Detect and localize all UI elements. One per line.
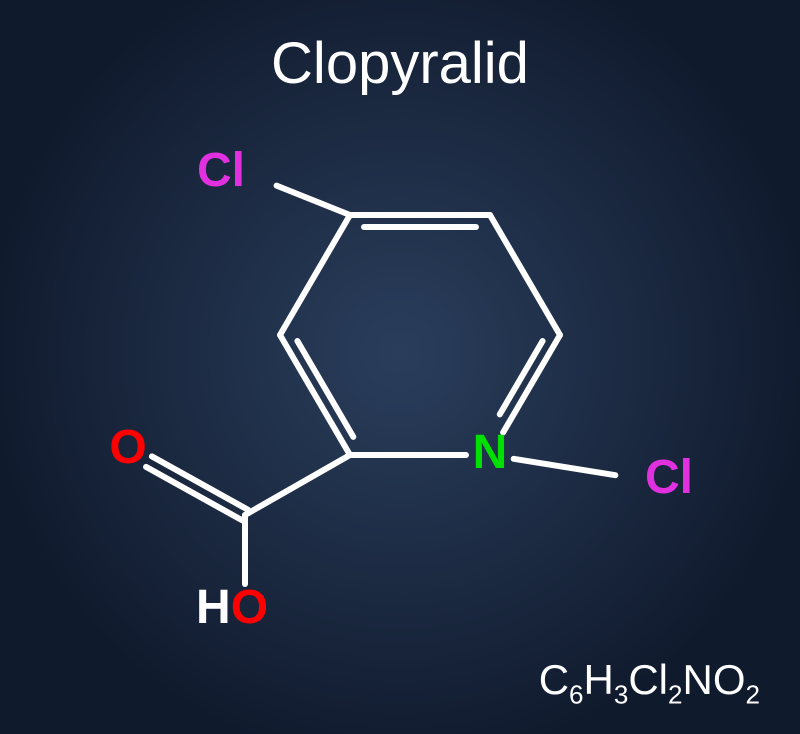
atom-H: H [196,581,231,634]
formula-element: N [683,656,713,703]
bond-line [490,215,560,335]
atom-Cl: Cl [645,454,693,502]
bond-line [297,341,353,437]
bond-line [514,459,616,475]
molecule-svg [0,0,800,734]
atom-O: O [109,424,146,472]
formula-subscript: 6 [569,679,583,709]
formula-element: C [539,656,569,703]
diagram-stage: Clopyralid C6H3Cl2NO2 NClClOHO [0,0,800,734]
bond-line [152,456,248,509]
bond-line [280,335,350,455]
atom-Cl: Cl [197,147,245,195]
bond-line [277,186,350,215]
formula-element: Cl [628,656,668,703]
atom-N: N [473,429,508,477]
formula-element: H [584,656,614,703]
bond-line [503,335,560,433]
bond-line [245,455,350,515]
atom-HO-group: HO [196,584,268,632]
formula-subscript: 2 [668,679,682,709]
bond-line [280,215,350,335]
bond-line [146,467,242,520]
molecular-formula: C6H3Cl2NO2 [539,656,760,704]
atom-O: O [231,581,268,634]
compound-title: Clopyralid [0,30,800,97]
formula-subscript: 2 [746,679,760,709]
formula-subscript: 3 [614,679,628,709]
formula-element: O [713,656,746,703]
